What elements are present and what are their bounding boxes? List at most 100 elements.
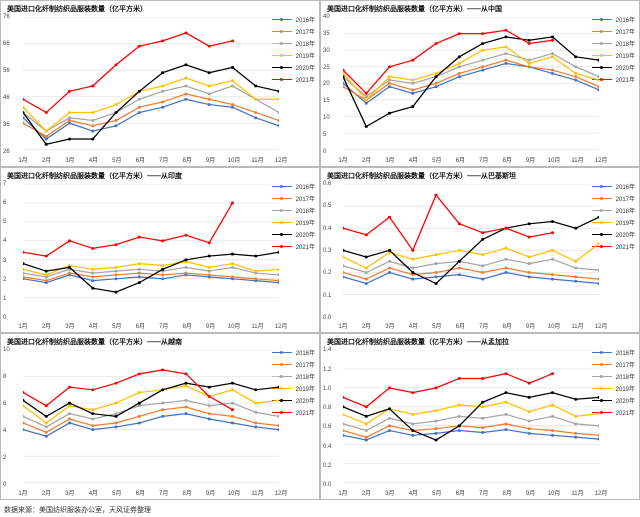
x-tick-label: 12月 — [275, 321, 288, 330]
x-tick-label: 12月 — [595, 321, 608, 330]
x-tick-label: 3月 — [385, 155, 394, 164]
x-tick-label: 1月 — [18, 321, 27, 330]
x-tick-label: 2月 — [362, 488, 371, 497]
y-tick-label: 0.1 — [323, 293, 331, 299]
y-tick-label: 1.4 — [323, 347, 331, 353]
y-tick-label: 1 — [3, 296, 6, 302]
x-tick-label: 6月 — [136, 488, 145, 497]
panel-title: 美国进口化纤制纺织品服装数量（亿平方米）——从越南 — [7, 337, 182, 347]
plot-area — [23, 184, 279, 317]
x-tick-label: 5月 — [432, 155, 441, 164]
x-tick-label: 11月 — [251, 321, 263, 330]
y-tick-label: 10 — [323, 115, 330, 121]
y-tick-label: 0.2 — [323, 270, 331, 276]
panel-title: 美国进口化纤制纺织品服装数量（亿平方米）——从巴基斯坦 — [327, 171, 516, 181]
x-tick-label: 7月 — [159, 488, 168, 497]
x-tick-label: 7月 — [479, 321, 488, 330]
y-tick-label: 6 — [3, 200, 6, 206]
chart-panel-2: 美国进口化纤制纺织品服装数量（亿平方米）——从印度2016年2017年2018年… — [0, 167, 320, 334]
x-tick-label: 3月 — [65, 321, 74, 330]
chart-panel-4: 美国进口化纤制纺织品服装数量（亿平方米）——从越南2016年2017年2018年… — [0, 333, 320, 500]
x-tick-label: 9月 — [206, 321, 215, 330]
y-tick-label: 25 — [323, 65, 330, 71]
y-tick-label: 5 — [3, 219, 6, 225]
y-tick-label: 10 — [3, 347, 10, 353]
x-tick-label: 9月 — [206, 488, 215, 497]
x-tick-label: 12月 — [595, 155, 608, 164]
x-tick-label: 12月 — [595, 488, 608, 497]
x-tick-label: 4月 — [409, 321, 418, 330]
y-tick-label: 66 — [3, 41, 10, 47]
y-tick-label: 0.0 — [323, 315, 331, 321]
y-tick-label: 0.6 — [323, 181, 331, 187]
x-tick-label: 11月 — [571, 155, 583, 164]
panel-title: 美国进口化纤制纺织品服装数量（亿平方米）——从孟加拉 — [327, 337, 509, 347]
x-tick-label: 5月 — [112, 488, 121, 497]
y-tick-label: 3 — [3, 258, 6, 264]
y-tick-label: 0.0 — [323, 482, 331, 488]
x-tick-label: 4月 — [409, 155, 418, 164]
panel-title: 美国进口化纤制纺织品服装数量（亿平方米） — [7, 4, 147, 14]
x-tick-label: 5月 — [112, 321, 121, 330]
chart-panel-3: 美国进口化纤制纺织品服装数量（亿平方米）——从巴基斯坦2016年2017年201… — [320, 167, 640, 334]
y-tick-label: 0.8 — [323, 405, 331, 411]
chart-dashboard: { "source_note": "数据来源：美国纺织服装办公室，天风证券整理"… — [0, 0, 640, 517]
y-tick-label: 56 — [3, 68, 10, 74]
x-tick-label: 6月 — [136, 155, 145, 164]
x-tick-label: 2月 — [42, 155, 51, 164]
y-tick-label: 40 — [323, 14, 330, 20]
y-tick-label: 0.3 — [323, 248, 331, 254]
x-tick-label: 10月 — [548, 321, 561, 330]
y-tick-label: 15 — [323, 98, 330, 104]
x-tick-label: 3月 — [385, 321, 394, 330]
x-tick-label: 1月 — [338, 321, 347, 330]
x-tick-label: 8月 — [503, 155, 512, 164]
y-tick-label: 1.0 — [323, 386, 331, 392]
y-tick-label: 76 — [3, 14, 10, 20]
x-tick-label: 1月 — [338, 488, 347, 497]
panel-title: 美国进口化纤制纺织品服装数量（亿平方米）——从印度 — [7, 171, 182, 181]
x-tick-label: 3月 — [65, 155, 74, 164]
y-tick-label: 46 — [3, 95, 10, 101]
x-tick-label: 8月 — [183, 488, 192, 497]
plot-area — [343, 184, 599, 317]
plot-area — [343, 17, 599, 150]
x-tick-label: 9月 — [526, 155, 535, 164]
x-tick-label: 5月 — [432, 321, 441, 330]
x-tick-label: 6月 — [136, 321, 145, 330]
x-tick-label: 12月 — [275, 488, 288, 497]
x-tick-label: 7月 — [479, 155, 488, 164]
y-tick-label: 0.4 — [323, 444, 331, 450]
x-tick-label: 4月 — [89, 488, 98, 497]
x-tick-label: 5月 — [432, 488, 441, 497]
y-tick-label: 20 — [323, 81, 330, 87]
chart-panel-0: 美国进口化纤制纺织品服装数量（亿平方米）2016年2017年2018年2019年… — [0, 0, 320, 167]
x-tick-label: 11月 — [251, 155, 263, 164]
y-tick-label: 35 — [323, 31, 330, 37]
x-tick-label: 10月 — [228, 321, 241, 330]
y-tick-label: 4 — [3, 238, 6, 244]
y-tick-label: 36 — [3, 122, 10, 128]
plot-area — [23, 350, 279, 483]
x-tick-label: 10月 — [228, 488, 241, 497]
x-tick-label: 4月 — [89, 155, 98, 164]
x-tick-label: 9月 — [526, 321, 535, 330]
y-tick-label: 26 — [3, 149, 10, 155]
x-tick-label: 6月 — [456, 155, 465, 164]
x-tick-label: 7月 — [159, 321, 168, 330]
y-tick-label: 0.6 — [323, 424, 331, 430]
x-tick-label: 10月 — [548, 488, 561, 497]
x-tick-label: 5月 — [112, 155, 121, 164]
x-tick-label: 4月 — [409, 488, 418, 497]
panel-grid: 美国进口化纤制纺织品服装数量（亿平方米）2016年2017年2018年2019年… — [0, 0, 640, 500]
x-tick-label: 3月 — [385, 488, 394, 497]
y-tick-label: 30 — [323, 48, 330, 54]
x-tick-label: 1月 — [18, 155, 27, 164]
y-tick-label: 6 — [3, 401, 6, 407]
x-tick-label: 1月 — [338, 155, 347, 164]
y-tick-label: 0 — [323, 149, 326, 155]
panel-title: 美国进口化纤制纺织品服装数量（亿平方米）——从中国 — [327, 4, 502, 14]
x-tick-label: 8月 — [183, 321, 192, 330]
x-tick-label: 11月 — [571, 488, 583, 497]
plot-area — [23, 17, 279, 150]
